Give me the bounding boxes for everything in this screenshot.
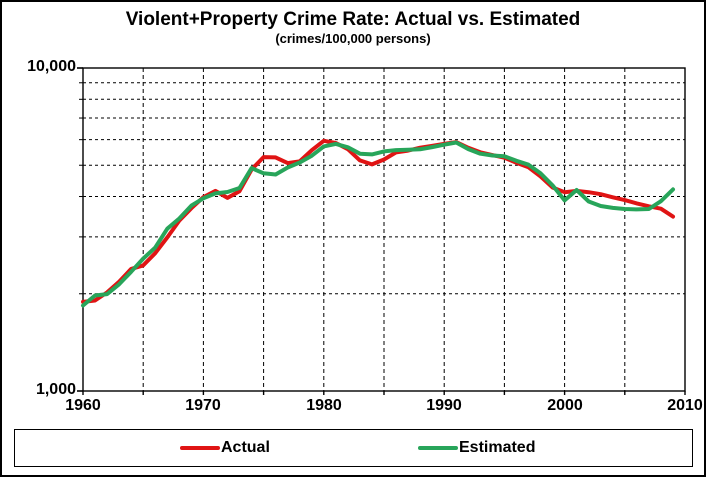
chart-subtitle: (crimes/100,000 persons) xyxy=(275,31,431,46)
y-axis-tick-label-1000: 1,000 xyxy=(35,381,76,398)
x-axis-tick-label-2010: 2010 xyxy=(667,397,703,414)
legend-box: Actual Estimated xyxy=(14,429,693,467)
x-axis-tick-label-1990: 1990 xyxy=(426,397,462,414)
legend-entry-estimated: Estimated xyxy=(418,439,535,457)
chart-title: Violent+Property Crime Rate: Actual vs. … xyxy=(125,9,581,30)
legend-entry-actual: Actual xyxy=(180,439,270,457)
y-axis-tick-label-10000: 10,000 xyxy=(27,58,76,75)
legend-label-estimated: Estimated xyxy=(459,439,536,456)
estimated-line-sample xyxy=(418,446,458,450)
x-axis-tick-label-1960: 1960 xyxy=(65,397,101,414)
x-axis-tick-label-2000: 2000 xyxy=(547,397,583,414)
legend-label-actual: Actual xyxy=(221,439,270,456)
x-axis-tick-label-1970: 1970 xyxy=(185,397,221,414)
actual-line-sample xyxy=(180,446,220,450)
plot-border xyxy=(82,67,686,392)
estimated-line xyxy=(81,140,675,308)
x-axis-tick-label-1980: 1980 xyxy=(306,397,342,414)
